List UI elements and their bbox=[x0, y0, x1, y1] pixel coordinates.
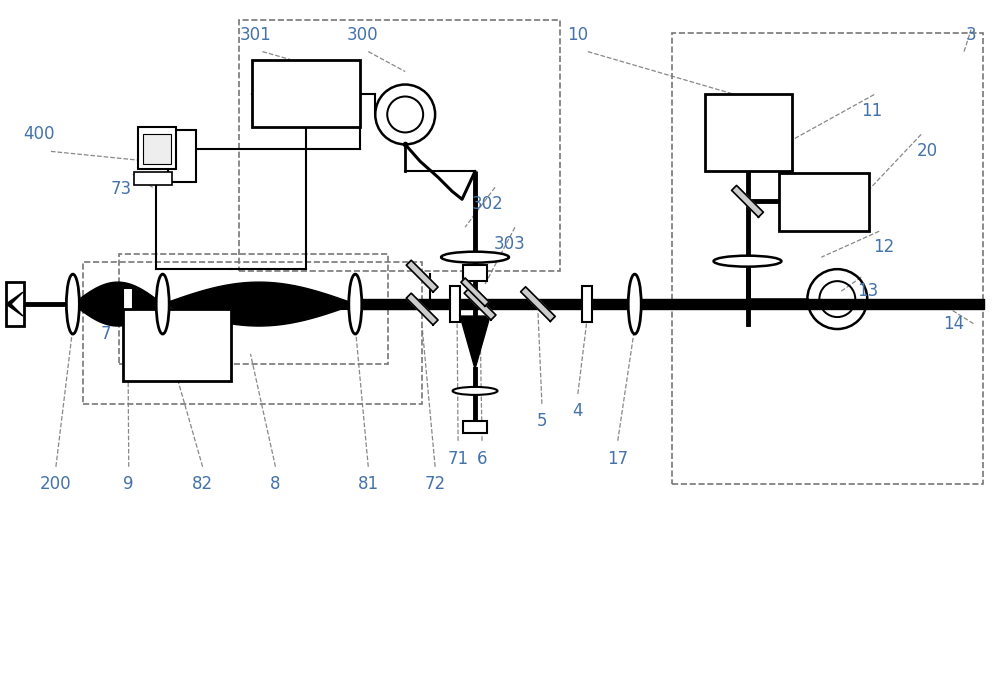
Polygon shape bbox=[355, 299, 984, 309]
Text: 303: 303 bbox=[494, 235, 526, 253]
Ellipse shape bbox=[156, 274, 169, 334]
Text: 301: 301 bbox=[240, 25, 271, 43]
Polygon shape bbox=[163, 282, 355, 326]
Text: 3: 3 bbox=[966, 25, 976, 43]
Ellipse shape bbox=[628, 274, 641, 334]
Ellipse shape bbox=[349, 274, 362, 334]
Bar bbox=[672, 32, 983, 484]
Bar bbox=[450, 286, 460, 322]
Ellipse shape bbox=[441, 251, 509, 263]
Text: 12: 12 bbox=[874, 238, 895, 256]
Text: 72: 72 bbox=[425, 475, 446, 493]
Bar bbox=[252, 59, 360, 127]
Text: 9: 9 bbox=[123, 475, 134, 493]
Polygon shape bbox=[732, 185, 763, 217]
Polygon shape bbox=[406, 294, 438, 325]
Text: 81: 81 bbox=[358, 475, 379, 493]
Text: 8: 8 bbox=[270, 475, 281, 493]
Text: 10: 10 bbox=[567, 25, 588, 43]
Bar bbox=[134, 172, 172, 185]
Bar bbox=[83, 263, 422, 404]
Ellipse shape bbox=[714, 256, 781, 267]
Bar bbox=[582, 286, 592, 322]
Polygon shape bbox=[460, 316, 490, 369]
Bar bbox=[168, 130, 196, 183]
Bar bbox=[123, 309, 231, 381]
Bar bbox=[239, 20, 560, 271]
Text: 73: 73 bbox=[110, 181, 131, 198]
Text: 302: 302 bbox=[472, 195, 504, 214]
Polygon shape bbox=[6, 292, 23, 316]
Polygon shape bbox=[406, 260, 438, 292]
Text: 400: 400 bbox=[23, 125, 55, 143]
Bar bbox=[123, 288, 133, 320]
Text: 11: 11 bbox=[861, 103, 882, 121]
Bar bbox=[463, 421, 487, 433]
Text: 200: 200 bbox=[40, 475, 72, 493]
Bar bbox=[119, 254, 388, 364]
Bar bbox=[463, 265, 487, 281]
Text: 5: 5 bbox=[537, 412, 547, 430]
Bar bbox=[779, 174, 869, 232]
Polygon shape bbox=[521, 287, 555, 321]
Text: 71: 71 bbox=[448, 450, 469, 468]
Polygon shape bbox=[464, 288, 496, 320]
Text: 7: 7 bbox=[101, 325, 111, 343]
Text: 6: 6 bbox=[477, 450, 487, 468]
Text: 300: 300 bbox=[346, 25, 378, 43]
Text: 13: 13 bbox=[857, 282, 878, 300]
Ellipse shape bbox=[66, 274, 79, 334]
Text: 20: 20 bbox=[917, 143, 938, 161]
Text: 82: 82 bbox=[192, 475, 213, 493]
Bar bbox=[705, 94, 792, 172]
Text: 14: 14 bbox=[944, 315, 965, 333]
Text: 17: 17 bbox=[607, 450, 628, 468]
Text: 4: 4 bbox=[573, 402, 583, 420]
Bar bbox=[6, 282, 24, 326]
Polygon shape bbox=[461, 278, 489, 306]
Polygon shape bbox=[73, 282, 163, 326]
Bar bbox=[138, 127, 176, 169]
Ellipse shape bbox=[453, 387, 498, 395]
Bar bbox=[143, 134, 171, 165]
